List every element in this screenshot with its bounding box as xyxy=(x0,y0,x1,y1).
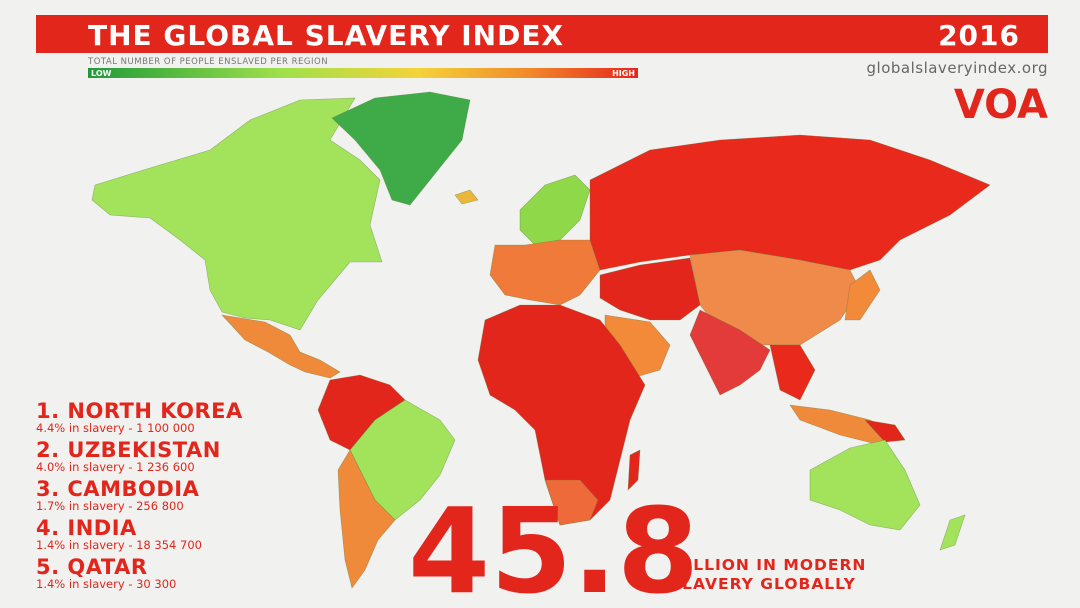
year: 2016 xyxy=(938,19,1020,52)
japan xyxy=(844,269,881,321)
title-bar xyxy=(36,15,1048,53)
southern-africa xyxy=(544,479,599,526)
total-caption: SLAVERY GLOBALLY xyxy=(670,575,856,593)
rank-name: 5. QATAR xyxy=(36,555,148,579)
rank-name: 1. NORTH KOREA xyxy=(36,399,243,423)
legend-low: LOW xyxy=(91,69,112,78)
title: THE GLOBAL SLAVERY INDEX xyxy=(88,19,564,52)
australia xyxy=(809,439,921,531)
north-america xyxy=(91,97,383,331)
legend-gradient xyxy=(88,68,638,78)
legend-caption: TOTAL NUMBER OF PEOPLE ENSLAVED PER REGI… xyxy=(87,57,328,67)
source: globalslaveryindex.org xyxy=(867,59,1048,77)
legend-high: HIGH xyxy=(612,69,635,78)
europe xyxy=(489,239,601,306)
logo: VOA xyxy=(954,82,1048,128)
new-zealand xyxy=(939,514,966,551)
rank-detail: 4.4% in slavery - 1 100 000 xyxy=(36,421,195,435)
central-america xyxy=(221,314,341,379)
africa xyxy=(477,304,646,526)
scandinavia xyxy=(519,174,591,246)
rank-name: 4. INDIA xyxy=(36,516,137,540)
rank-detail: 1.7% in slavery - 256 800 xyxy=(36,499,184,513)
madagascar xyxy=(627,449,641,491)
rank-detail: 1.4% in slavery - 18 354 700 xyxy=(36,538,202,552)
southeast-asia xyxy=(769,344,816,401)
india xyxy=(689,309,771,396)
rank-detail: 4.0% in slavery - 1 236 600 xyxy=(36,460,195,474)
total-number: 45.8 xyxy=(408,482,699,608)
papua xyxy=(864,419,906,443)
ranking-list: 1. NORTH KOREA 4.4% in slavery - 1 100 0… xyxy=(36,399,243,591)
greenland xyxy=(331,91,471,206)
russia xyxy=(589,134,991,271)
world-map xyxy=(91,91,991,589)
iceland xyxy=(454,189,479,205)
rank-detail: 1.4% in slavery - 30 300 xyxy=(36,577,176,591)
central-asia xyxy=(599,257,701,321)
total-caption: MILLION IN MODERN xyxy=(670,556,866,574)
rank-name: 3. CAMBODIA xyxy=(36,477,200,501)
south-america-south xyxy=(337,449,396,589)
rank-name: 2. UZBEKISTAN xyxy=(36,438,221,462)
